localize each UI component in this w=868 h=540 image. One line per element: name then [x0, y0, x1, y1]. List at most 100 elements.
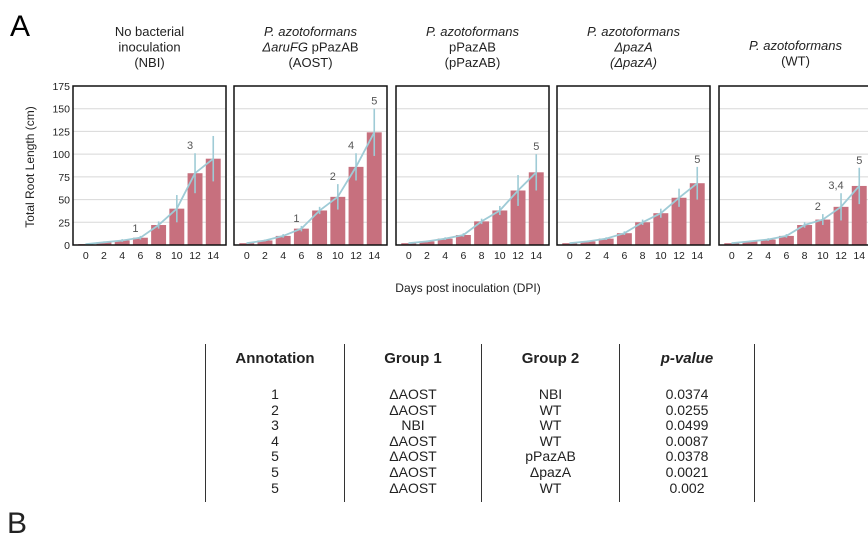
cell-group-2: WT: [481, 480, 620, 503]
x-tick-label: 10: [171, 250, 183, 262]
cell-p-value: 0.0255: [619, 402, 755, 419]
panel-0-title-line-0: No bacterial: [115, 24, 184, 39]
cell-group-1: ΔAOST: [344, 402, 482, 419]
x-tick-label: 4: [603, 250, 609, 262]
y-tick-label-7: 175: [52, 81, 70, 93]
bar: [833, 206, 849, 245]
panel-frame: [72, 85, 227, 246]
bar: [635, 222, 651, 245]
x-tick-label: 8: [156, 250, 162, 262]
x-tick-label: 10: [655, 250, 667, 262]
trend-line: [85, 157, 214, 245]
cell-annotation: 3: [205, 418, 345, 434]
x-tick-label: 6: [621, 250, 627, 262]
significance-label: 5: [371, 96, 377, 108]
trend-line: [731, 185, 860, 245]
significance-label: 5: [694, 154, 700, 166]
panel-3-title-line-2: (ΔpazA): [610, 55, 657, 70]
cell-group-2: WT: [481, 418, 620, 434]
x-tick-label: 0: [406, 250, 412, 262]
panel-frame: [233, 85, 388, 246]
header-annotation: Annotation: [205, 344, 345, 387]
panel-2-title-line-1: pPazAB: [449, 40, 496, 55]
bar: [528, 172, 544, 245]
bar: [187, 173, 203, 245]
bar: [401, 243, 417, 245]
cell-p-value: 0.0374: [619, 386, 755, 403]
x-tick-label: 4: [442, 250, 448, 262]
title-suffix: pPazAB: [308, 40, 359, 55]
x-tick-label: 10: [817, 250, 829, 262]
x-tick-label: 0: [567, 250, 573, 262]
x-tick-label: 14: [691, 250, 703, 262]
title-text: pPazAB: [449, 40, 496, 55]
x-tick-label: 0: [729, 250, 735, 262]
table-header-row: Annotation Group 1 Group 2 p-value: [205, 344, 755, 387]
table-row: 4 ΔAOST WT 0.0087: [205, 433, 755, 450]
significance-label: 4: [348, 140, 354, 152]
title-text: (NBI): [134, 55, 164, 70]
y-tick-label-1: 25: [58, 217, 70, 229]
bar: [114, 240, 130, 245]
title-text: P. azotoformans: [426, 24, 519, 39]
bar: [760, 239, 776, 245]
panel-3-title-line-1: ΔpazA: [613, 40, 652, 55]
bar: [689, 183, 705, 245]
bar: [205, 158, 221, 245]
bar: [239, 243, 255, 245]
bar: [455, 235, 471, 245]
bar: [419, 241, 435, 245]
bar: [330, 196, 346, 245]
bar: [510, 190, 526, 245]
cell-annotation: 2: [205, 402, 345, 419]
x-tick-label: 12: [350, 250, 362, 262]
x-tick-label: 14: [207, 250, 219, 262]
title-text: (AOST): [288, 55, 332, 70]
y-tick-label-6: 150: [52, 104, 70, 116]
bar: [562, 243, 578, 245]
bar: [151, 225, 167, 245]
y-tick-label-3: 75: [58, 172, 70, 184]
x-tick-label: 8: [802, 250, 808, 262]
title-text: (WT): [781, 54, 810, 69]
y-axis-label: Total Root Length (cm): [23, 106, 37, 227]
panel-0-title-line-2: (NBI): [134, 55, 164, 70]
significance-label: 5: [533, 141, 539, 153]
y-tick-label-0: 0: [64, 240, 70, 252]
x-tick-label: 12: [835, 250, 847, 262]
cell-group-1: ΔAOST: [344, 449, 482, 465]
x-tick-label: 12: [673, 250, 685, 262]
panel-label-a: A: [10, 10, 30, 43]
table-row: 2 ΔAOST WT 0.0255: [205, 402, 755, 419]
panel-1-title-line-0: P. azotoformans: [264, 24, 357, 39]
cell-annotation: 4: [205, 433, 345, 450]
bar: [815, 219, 831, 245]
trend-line: [246, 131, 376, 245]
x-tick-label: 6: [137, 250, 143, 262]
bar: [797, 225, 813, 245]
cell-p-value: 0.0378: [619, 449, 755, 465]
cell-group-1: ΔAOST: [344, 386, 482, 403]
statistics-table: Annotation Group 1 Group 2 p-value 1 ΔAOS…: [205, 344, 755, 503]
header-p-value: p-value: [619, 344, 755, 387]
panel-1-title-line-2: (AOST): [288, 55, 332, 70]
cell-annotation: 5: [205, 480, 345, 503]
cell-group-1: ΔAOST: [344, 480, 482, 503]
title-text: P. azotoformans: [749, 38, 842, 53]
x-tick-label: 2: [747, 250, 753, 262]
y-tick-label-2: 50: [58, 195, 70, 207]
x-tick-label: 2: [424, 250, 430, 262]
panel-2-title-line-0: P. azotoformans: [426, 24, 519, 39]
x-tick-label: 8: [640, 250, 646, 262]
title-text: (ΔpazA): [610, 55, 657, 70]
significance-label: 2: [815, 201, 821, 213]
title-text: ΔpazA: [613, 40, 652, 55]
bar: [474, 221, 490, 245]
bar: [742, 241, 758, 245]
cell-group-1: ΔAOST: [344, 433, 482, 450]
title-text: ΔaruFG: [261, 40, 308, 55]
bar: [616, 233, 632, 245]
p-value-header-text: p-value: [660, 350, 714, 367]
